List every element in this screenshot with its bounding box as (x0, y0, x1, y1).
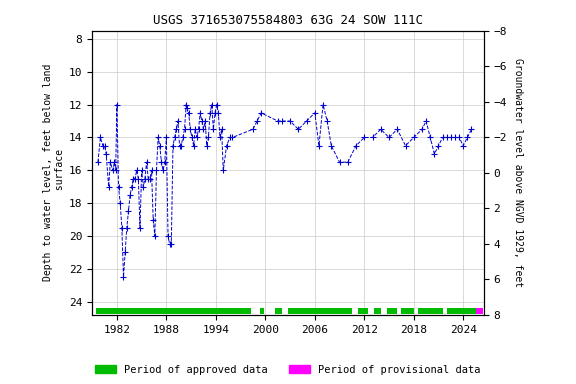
Bar (260, 308, 264, 314)
Bar (289, 308, 352, 314)
Bar (374, 308, 381, 314)
Bar (96, 308, 251, 314)
Bar (388, 308, 397, 314)
Bar (401, 308, 414, 314)
Bar (476, 308, 483, 314)
Bar (358, 308, 369, 314)
Y-axis label: Groundwater level above NGVD 1929, feet: Groundwater level above NGVD 1929, feet (513, 58, 522, 287)
Title: USGS 371653075584803 63G 24 SOW 111C: USGS 371653075584803 63G 24 SOW 111C (153, 14, 423, 27)
Bar (275, 308, 282, 314)
Y-axis label: Depth to water level, feet below land
 surface: Depth to water level, feet below land su… (43, 64, 65, 281)
Bar (418, 308, 442, 314)
Bar (447, 308, 476, 314)
Legend: Period of approved data, Period of provisional data: Period of approved data, Period of provi… (91, 361, 485, 379)
